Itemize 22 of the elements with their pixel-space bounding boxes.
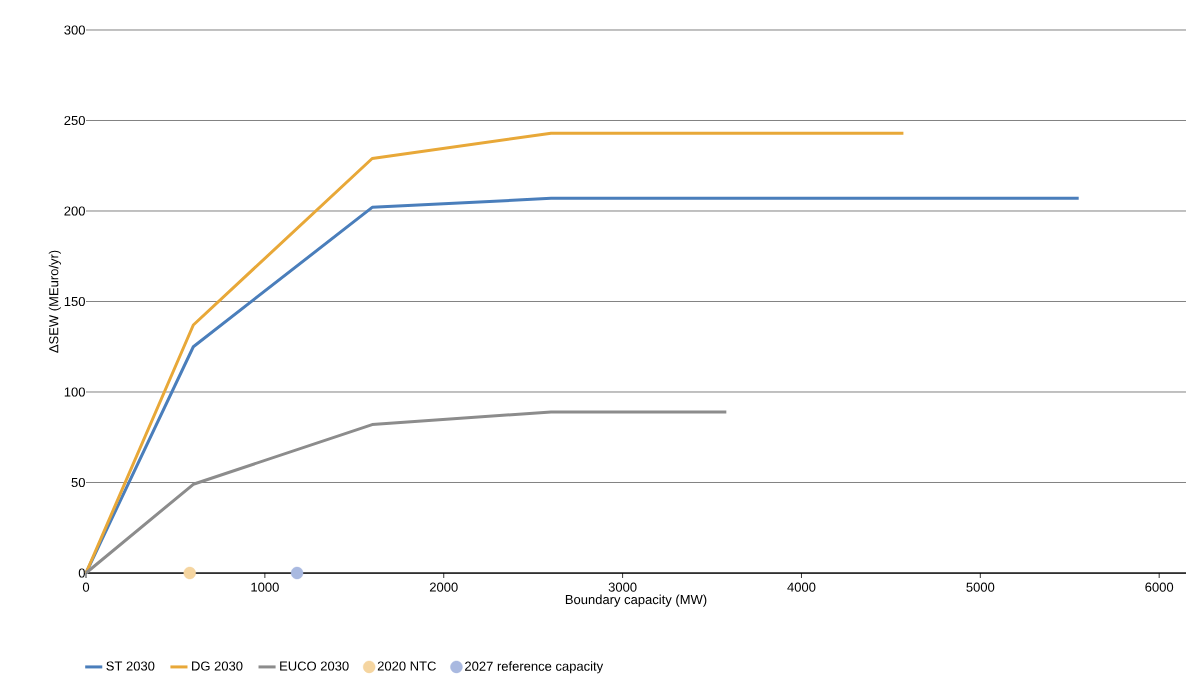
x-tick-label: 3000	[608, 582, 637, 592]
y-tick-label: 150	[64, 296, 85, 307]
legend-label: 2027 reference capacity	[465, 661, 604, 674]
legend-label: DG 2030	[192, 661, 243, 671]
legend-label: EUCO 2030	[280, 661, 349, 671]
legend-label: 2020 NTC	[377, 661, 436, 671]
x-tick-label: 6000	[1145, 582, 1174, 592]
y-tick-label: 0	[78, 568, 85, 578]
y-tick-label: 250	[64, 115, 85, 126]
x-tick-label: 4000	[787, 582, 816, 592]
y-axis-title: ΔSEW (MEuro/yr)	[48, 250, 61, 353]
y-tick-label: 300	[64, 25, 85, 35]
y-tick-label: 200	[64, 206, 85, 216]
x-tick-label: 2000	[429, 582, 458, 592]
x-tick-label: 5000	[966, 582, 995, 592]
line-series	[84, 131, 905, 575]
x-tick-label: 1000	[251, 582, 279, 592]
line-series	[84, 410, 728, 575]
y-tick-label: 100	[64, 387, 85, 397]
x-axis-title: Boundary capacity (MW)	[565, 594, 707, 607]
y-tick-label: 50	[71, 477, 85, 488]
legend-label: ST 2030	[106, 661, 155, 671]
